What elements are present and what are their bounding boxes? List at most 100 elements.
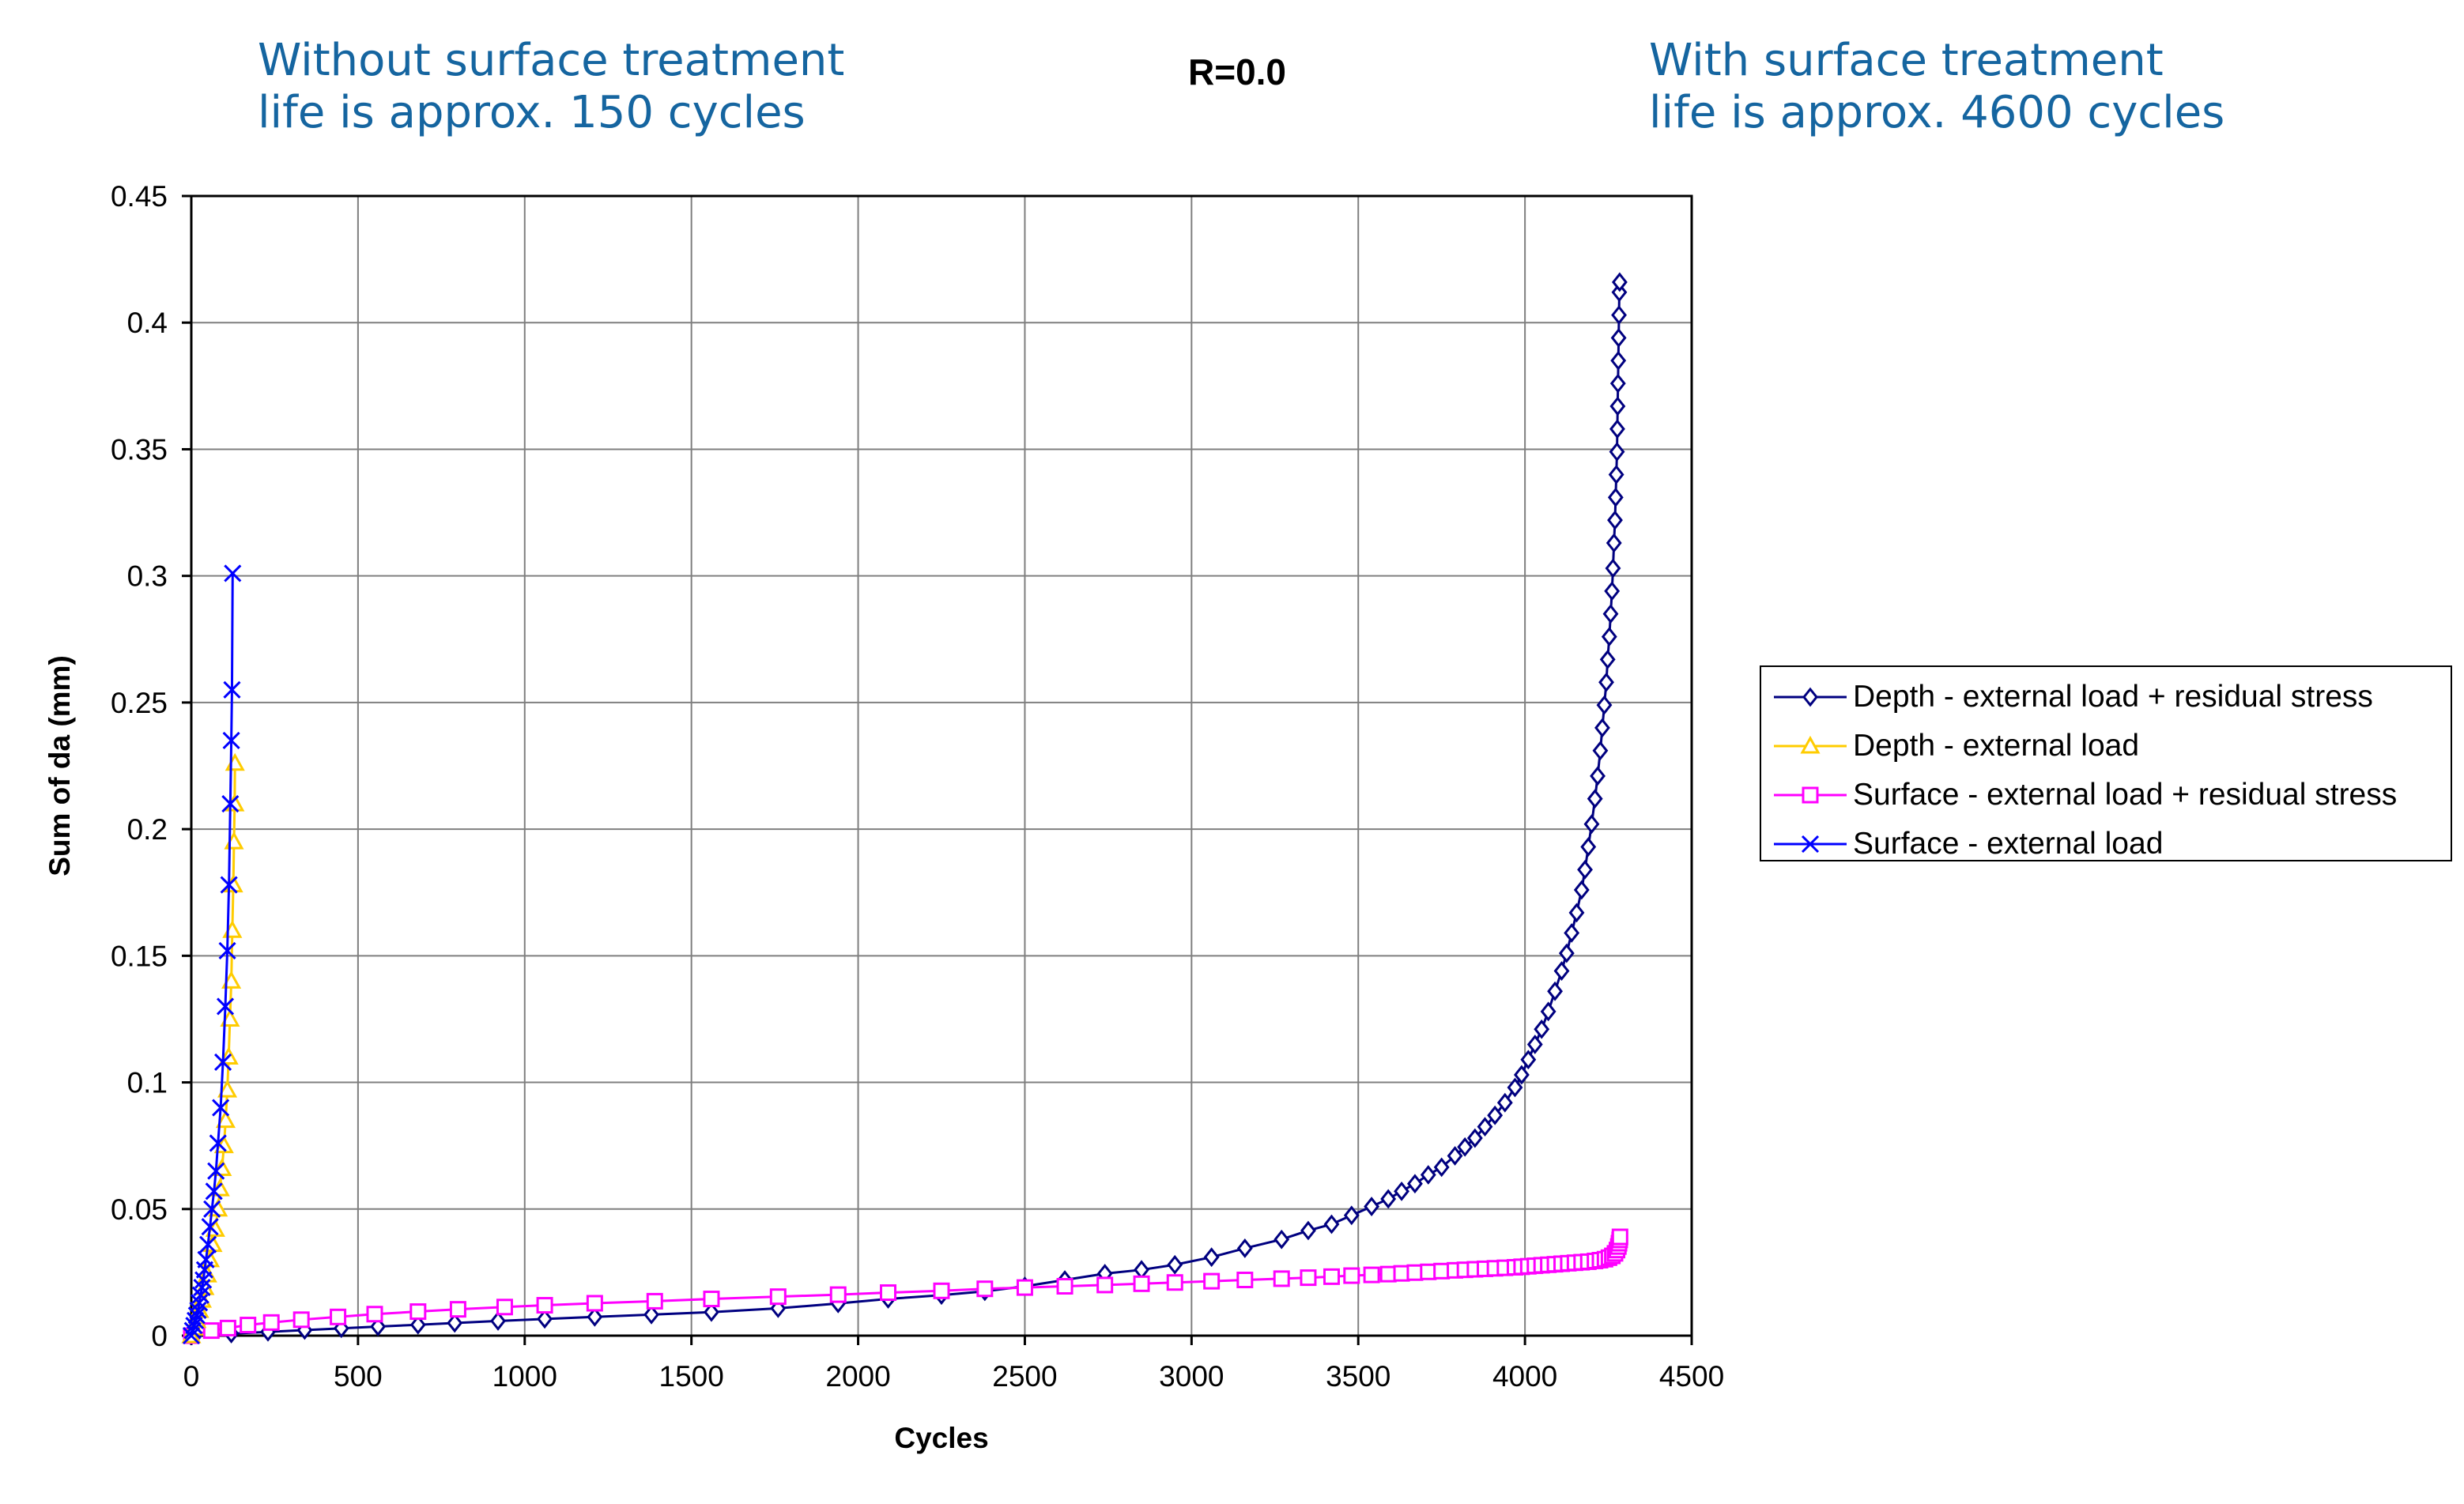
data-point [409,1303,427,1321]
data-point [1580,837,1597,857]
marker-stroke [183,1321,202,1340]
data-point [537,1309,553,1329]
marker-stroke [221,795,240,813]
data-point [1608,465,1624,484]
data-point [182,1326,201,1345]
data-point [1433,1157,1450,1178]
data-point [1507,1077,1523,1098]
data-point [1457,1136,1473,1157]
data-point [447,1313,463,1333]
data-point [217,1080,238,1098]
data-point [223,680,241,699]
marker-stroke [182,1326,201,1345]
data-point [221,795,240,813]
data-point [769,1288,787,1306]
x-tick-label: 3000 [1159,1360,1224,1393]
data-point [1573,880,1590,900]
data-point [704,1302,719,1322]
data-point [1496,1092,1513,1113]
data-point [490,1311,506,1331]
data-point [1568,903,1585,923]
legend-swatch [1774,735,1847,754]
series-line [191,1236,1621,1337]
data-point [183,1321,202,1340]
data-point [1609,442,1625,462]
y-tick-label: 0.3 [127,560,168,593]
data-point [703,1291,720,1308]
data-point [366,1306,383,1323]
data-point [1602,604,1619,624]
data-point [1611,305,1627,326]
data-point [449,1301,466,1318]
legend-swatch [1774,835,1847,854]
data-point [1607,487,1624,507]
data-point [1203,1247,1220,1268]
data-point [1394,1181,1409,1201]
marker-stroke [209,1134,227,1152]
data-point [1547,981,1563,1001]
data-point [1609,419,1625,439]
data-point [1601,627,1617,646]
data-point [220,1008,240,1027]
data-point [1526,1035,1543,1054]
x-tick-label: 2500 [992,1360,1057,1393]
annotation-left-line1: Without surface treatment [258,35,845,86]
data-point [1273,1270,1290,1287]
data-point [209,1134,227,1152]
data-point [933,1282,950,1299]
data-point [1134,1260,1149,1280]
data-point [643,1305,659,1325]
marker-stroke [201,1218,219,1236]
data-point [1596,695,1613,715]
data-point [187,1311,205,1329]
legend-item: Depth - external load [1771,722,2139,770]
legend-label: Depth - external load [1853,729,2140,763]
series-layer [181,272,1628,1346]
data-point [409,1314,426,1335]
y-tick-label: 0.05 [111,1193,168,1226]
data-point [1343,1267,1360,1284]
data-point [1534,1019,1550,1039]
marker-stroke [205,1182,223,1201]
legend-swatch-marker [1801,835,1820,854]
legend-swatch-marker [1802,687,1818,707]
data-point [199,1235,217,1253]
y-tick-label: 0.25 [111,687,168,719]
data-point [1323,1214,1340,1234]
x-tick-label: 500 [334,1360,383,1393]
data-point [496,1299,513,1316]
data-point [370,1317,387,1336]
marker-stroke [224,564,242,582]
x-tick-label: 4000 [1492,1360,1557,1393]
data-point [829,1286,847,1303]
data-point [1167,1254,1183,1275]
data-point [1364,1197,1380,1216]
data-point [212,1099,230,1117]
data-point [214,1053,232,1071]
data-point [1300,1269,1317,1287]
data-point [1609,373,1626,394]
data-point [205,1182,223,1201]
y-tick-label: 0 [151,1320,168,1352]
plot-area-frame [190,194,1693,1337]
data-point [1343,1205,1360,1226]
legend-swatch [1774,786,1847,804]
marker-stroke [203,1200,221,1218]
data-point [1466,1128,1483,1148]
data-point [1477,1117,1493,1137]
marker-stroke [187,1306,206,1325]
data-point [1592,741,1609,761]
y-tick-label: 0.45 [111,180,168,213]
data-point [1363,1266,1380,1283]
data-point [1407,1174,1423,1194]
series-line [190,573,234,1336]
data-point [1607,510,1623,530]
data-point [1577,859,1593,880]
data-point [220,876,238,894]
marker-stroke [220,876,238,894]
annotation-left-line2: life is approx. 150 cycles [258,87,806,138]
data-point [1605,558,1621,579]
x-tick-label: 0 [183,1360,200,1393]
data-point [1587,789,1603,809]
